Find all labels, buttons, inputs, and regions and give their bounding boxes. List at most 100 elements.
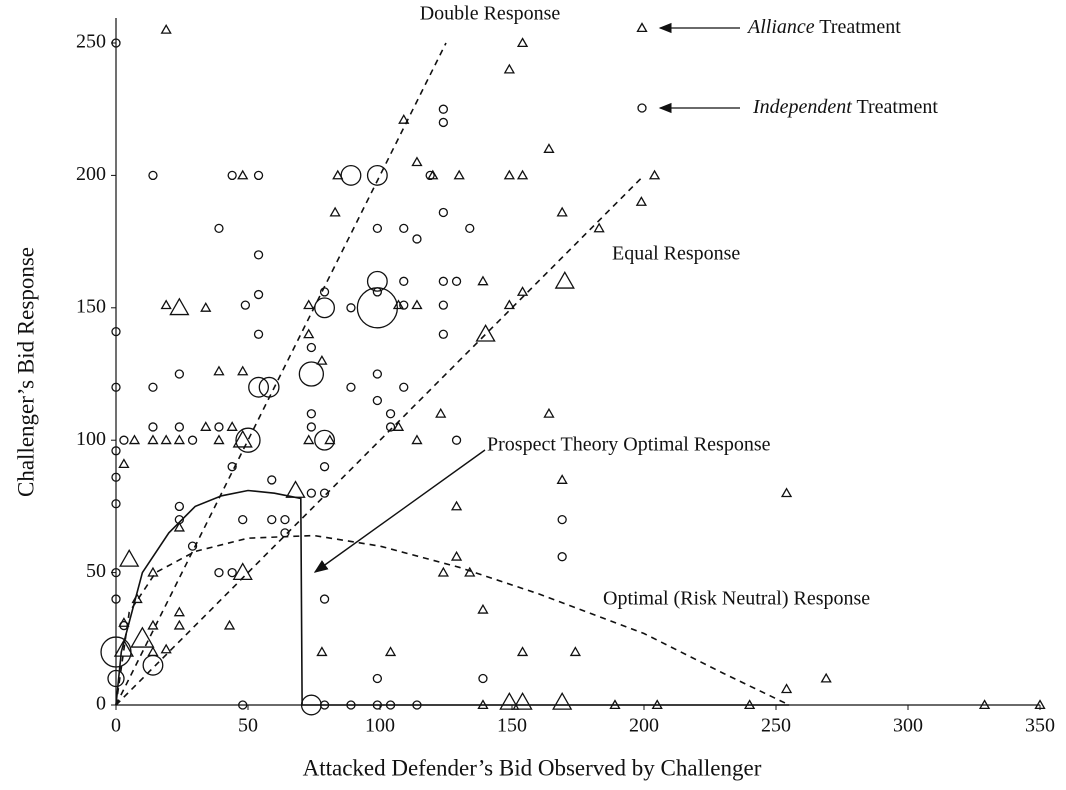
data-point [148,170,158,181]
data-point [174,369,185,379]
data-point [147,566,159,577]
data-point [411,156,423,167]
data-point [314,429,336,451]
data-point [314,297,336,319]
data-point [119,435,129,445]
data-point [451,435,462,445]
data-point [111,499,121,509]
data-point [187,541,198,551]
data-point [280,514,290,525]
data-point [385,409,396,419]
data-point [319,700,330,710]
data-point [319,287,330,297]
data-point [248,376,270,398]
data-point [512,692,533,710]
data-point [169,297,190,316]
data-point [173,521,185,532]
data-point [543,143,555,153]
x-axis-label: Attacked Defender’s Bid Observed by Chal… [303,755,762,780]
line-label: Double Response [420,3,561,25]
data-point [516,169,529,180]
data-point [238,514,248,525]
data-point [237,365,249,376]
data-point [223,619,236,630]
data-point [107,669,125,688]
line-label: Equal Response [612,243,740,265]
data-point [651,699,663,710]
data-point [609,699,621,710]
data-point [303,434,315,445]
data-point [477,275,489,286]
data-point [226,421,238,431]
data-point [425,170,435,181]
data-point [173,434,185,445]
data-point [119,549,140,567]
data-point [543,407,555,418]
data-point [174,422,185,432]
data-point [173,619,185,630]
data-point [200,421,212,431]
data-point [280,528,290,538]
data-point [319,462,330,472]
data-point [346,382,356,392]
data-point [227,170,237,181]
data-point [111,567,121,578]
data-point [372,395,383,406]
data-point [111,446,121,456]
data-point [557,552,567,562]
data-point [477,699,489,710]
data-point [411,434,423,445]
y-tick-label: 200 [76,163,106,185]
data-point [213,434,225,445]
x-tick-label: 0 [111,715,121,737]
data-point [437,566,449,577]
data-point [316,646,328,657]
data-point [111,382,121,392]
data-point [340,164,362,186]
data-point [238,700,248,710]
data-point [200,301,212,312]
line-label: Optimal (Risk Neutral) Response [603,588,870,610]
data-point [453,169,465,180]
data-point [372,673,383,684]
data-point [173,606,185,617]
data-point [306,342,317,353]
data-point [552,692,573,710]
data-point [384,646,397,657]
data-point [160,23,172,34]
data-point [235,427,261,453]
data-point [556,206,568,217]
data-point [253,289,264,300]
data-point [412,234,422,244]
data-point [464,566,476,577]
model-line [115,489,790,706]
data-point [306,488,317,498]
annotation-arrow [313,449,486,573]
x-tick-label: 50 [238,715,258,737]
data-point [399,223,409,234]
data-point [100,636,132,668]
legend-label: Alliance Treatment [746,16,901,38]
data-point [557,514,567,525]
data-point [285,480,306,498]
data-point [111,38,121,48]
data-point [438,276,449,286]
data-point [227,462,237,472]
data-point [569,646,581,657]
x-tick-label: 350 [1025,715,1055,737]
data-point [319,594,330,604]
data-point [148,422,158,432]
data-point [499,692,520,710]
data-point [780,487,793,498]
data-point [319,488,330,498]
data-point [303,299,315,310]
data-point [147,619,159,630]
data-point [329,206,341,217]
data-point [398,113,410,124]
data-point [240,300,251,310]
data-point [227,567,237,578]
data-point [232,429,253,448]
data-point [187,435,198,445]
data-point [232,562,253,580]
data-point [516,286,529,296]
